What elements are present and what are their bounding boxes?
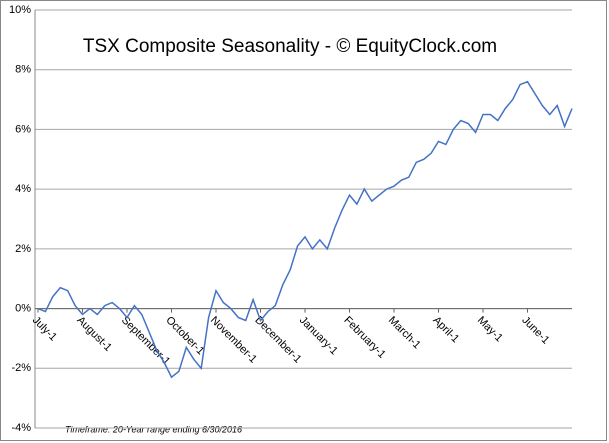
y-tick-label: -4% [11, 422, 31, 434]
chart-title: TSX Composite Seasonality - © EquityCloc… [83, 36, 497, 57]
series-line [37, 80, 573, 379]
y-tick-label: -2% [11, 362, 31, 374]
y-tick-label: 0% [15, 302, 31, 314]
y-tick-label: 6% [15, 123, 31, 135]
footnote: Timeframe: 20-Year range ending 6/30/201… [65, 424, 242, 434]
y-tick-label: 8% [15, 64, 31, 76]
y-tick-label: 2% [15, 243, 31, 255]
y-tick-label: 4% [15, 183, 31, 195]
y-tick-label: 10% [9, 4, 31, 16]
